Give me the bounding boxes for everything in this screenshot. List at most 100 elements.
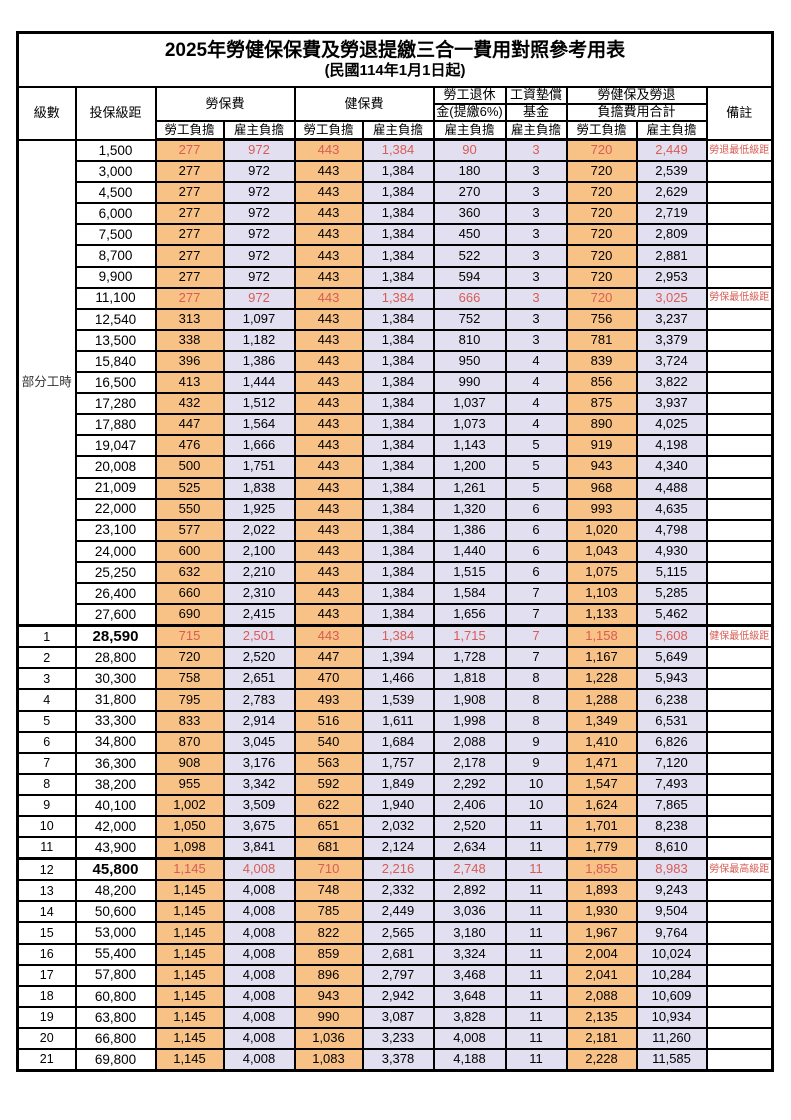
labor-employee-cell: 833 (154, 709, 225, 733)
total-employee-cell: 1,288 (565, 688, 638, 712)
labor-employee-cell: 1,145 (154, 963, 225, 987)
labor-employer-cell: 3,045 (222, 730, 296, 754)
wage-fund-employer-cell: 5 (504, 476, 568, 500)
remark-cell: 健保最低級距 (705, 624, 774, 649)
table-row: 12,540 313 1,097 443 1,384 752 3 756 3,237 (18, 307, 774, 331)
pension-employer-cell: 180 (432, 160, 507, 184)
health-employee-cell: 493 (293, 688, 364, 712)
bracket-cell: 30,300 (74, 667, 157, 691)
table-row: 6 34,800 870 3,045 540 1,684 2,088 9 1,410 6,826 (16, 730, 774, 754)
remark-cell (705, 349, 774, 374)
labor-employee-cell: 277 (154, 265, 225, 289)
remark-cell (705, 1005, 774, 1029)
subheader-total-employee: 勞工負擔 (565, 120, 638, 141)
table-row: 19,047 476 1,666 443 1,384 1,143 5 919 4,198 (18, 434, 774, 458)
reference-table-sheet: 2025年勞健保保費及勞退提繳三合一費用對照參考用表 (民國114年1月1日起)… (16, 31, 775, 1073)
total-employee-cell: 720 (565, 160, 638, 184)
labor-employer-cell: 4,008 (222, 1026, 296, 1051)
wage-fund-employer-cell: 7 (504, 646, 568, 670)
health-employer-cell: 1,384 (361, 349, 435, 374)
labor-employer-cell: 972 (222, 138, 296, 163)
total-employee-cell: 1,893 (565, 879, 638, 903)
health-employee-cell: 563 (293, 751, 364, 775)
pension-employer-cell: 594 (432, 265, 507, 289)
remark-cell (705, 518, 774, 542)
labor-employer-cell: 3,509 (222, 793, 296, 818)
pension-employer-cell: 1,728 (432, 646, 507, 670)
health-employee-cell: 443 (293, 371, 364, 395)
remark-cell (705, 1026, 774, 1051)
remark-cell: 勞保最低級距 (705, 286, 774, 310)
labor-employee-cell: 525 (154, 476, 225, 500)
labor-employer-cell: 972 (222, 160, 296, 184)
labor-employee-cell: 955 (154, 772, 225, 796)
subheader-labor-employee: 勞工負擔 (154, 120, 225, 141)
labor-employer-cell: 1,925 (222, 497, 296, 521)
labor-employee-cell: 277 (154, 202, 225, 226)
labor-employee-cell: 600 (154, 539, 225, 563)
labor-employee-cell: 432 (154, 392, 225, 416)
wage-fund-employer-cell: 9 (504, 730, 568, 754)
table-row: 15,840 396 1,386 443 1,384 950 4 839 3,724 (18, 349, 774, 374)
wage-fund-employer-cell: 5 (504, 434, 568, 458)
labor-employee-cell: 277 (154, 223, 225, 247)
labor-employee-cell: 1,145 (154, 984, 225, 1008)
bracket-cell: 13,500 (74, 328, 157, 352)
labor-employee-cell: 1,145 (154, 1048, 225, 1072)
remark-cell (705, 328, 774, 352)
health-employer-cell: 2,449 (361, 900, 435, 924)
health-employee-cell: 443 (293, 328, 364, 352)
health-employee-cell: 443 (293, 265, 364, 289)
health-employer-cell: 1,611 (361, 709, 435, 733)
pension-employer-cell: 810 (432, 328, 507, 352)
health-employee-cell: 681 (293, 836, 364, 860)
total-employer-cell: 4,488 (635, 476, 708, 500)
pension-employer-cell: 3,828 (432, 1005, 507, 1029)
health-employer-cell: 3,233 (361, 1026, 435, 1051)
wage-fund-employer-cell: 3 (504, 286, 568, 310)
health-employer-cell: 2,032 (361, 814, 435, 839)
total-employee-cell: 943 (565, 455, 638, 479)
pension-employer-cell: 1,908 (432, 688, 507, 712)
total-employee-cell: 2,088 (565, 984, 638, 1008)
wage-fund-employer-cell: 11 (504, 963, 568, 987)
remark-cell (705, 879, 774, 903)
labor-employee-cell: 715 (154, 624, 225, 649)
health-employee-cell: 443 (293, 603, 364, 627)
health-employer-cell: 1,384 (361, 223, 435, 247)
health-employer-cell: 1,849 (361, 772, 435, 796)
level-cell: 10 (16, 814, 77, 839)
total-employer-cell: 9,243 (635, 879, 708, 903)
bracket-cell: 26,400 (74, 581, 157, 606)
header-bracket: 投保級距 (74, 86, 157, 141)
labor-employer-cell: 4,008 (222, 879, 296, 903)
pension-employer-cell: 2,406 (432, 793, 507, 818)
total-employer-cell: 10,934 (635, 1005, 708, 1029)
wage-fund-employer-cell: 10 (504, 772, 568, 796)
health-employee-cell: 470 (293, 667, 364, 691)
bracket-cell: 17,280 (74, 392, 157, 416)
total-employee-cell: 1,967 (565, 921, 638, 945)
labor-employer-cell: 1,512 (222, 392, 296, 416)
table-row: 25,250 632 2,210 443 1,384 1,515 6 1,075 5,115 (18, 560, 774, 584)
wage-fund-employer-cell: 11 (504, 814, 568, 839)
level-cell: 15 (16, 921, 77, 945)
subheader-labor-employer: 雇主負擔 (222, 120, 296, 141)
remark-cell (705, 646, 774, 670)
total-employee-cell: 756 (565, 307, 638, 331)
total-employer-cell: 9,504 (635, 900, 708, 924)
remark-cell (705, 371, 774, 395)
pension-employer-cell: 3,180 (432, 921, 507, 945)
table-row: 17 57,800 1,145 4,008 896 2,797 3,468 11 2,041 10… (16, 963, 774, 987)
wage-fund-employer-cell: 6 (504, 518, 568, 542)
level-cell-part-time: 部分工時 (16, 138, 77, 627)
total-employer-cell: 8,610 (635, 836, 708, 860)
wage-fund-employer-cell: 11 (504, 1005, 568, 1029)
total-employee-cell: 875 (565, 392, 638, 416)
health-employer-cell: 1,384 (361, 202, 435, 226)
total-employee-cell: 781 (565, 328, 638, 352)
bracket-cell: 1,500 (74, 138, 157, 163)
total-employer-cell: 5,943 (635, 667, 708, 691)
level-cell: 11 (16, 836, 77, 860)
total-employee-cell: 1,410 (565, 730, 638, 754)
